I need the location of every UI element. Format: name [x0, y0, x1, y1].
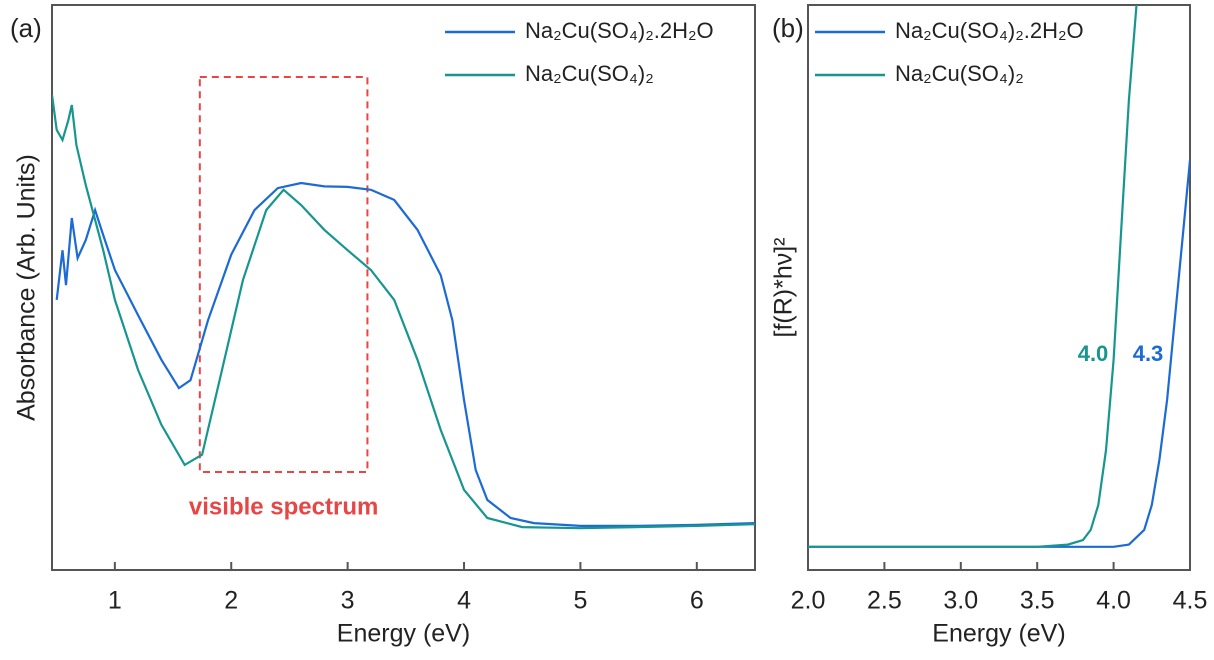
x-tick-label: 3 — [341, 587, 355, 615]
legend-label: Na₂Cu(SO₄)₂ — [525, 61, 654, 86]
annotation: 4.3 — [1133, 341, 1164, 366]
plot-frame — [51, 4, 756, 571]
legend-label: Na₂Cu(SO₄)₂ — [895, 61, 1024, 86]
panel-label: (a) — [10, 13, 42, 43]
x-axis-label: Energy (eV) — [932, 620, 1065, 648]
x-tick-label: 4.5 — [1173, 587, 1208, 615]
series-line — [52, 94, 755, 530]
y-axis-label: [f(R)*hν]² — [770, 238, 798, 338]
x-tick-label: 3.0 — [943, 587, 978, 615]
x-tick-label: 6 — [690, 587, 704, 615]
x-axis-label: Energy (eV) — [337, 620, 470, 648]
series-line — [808, 159, 1190, 548]
highlight-box — [198, 76, 369, 473]
annotation: 4.0 — [1078, 341, 1109, 366]
panel-label: (b) — [772, 13, 804, 43]
x-tick-label: 3.5 — [1020, 587, 1055, 615]
x-tick-label: 2.5 — [867, 587, 902, 615]
x-tick-label: 4 — [457, 587, 471, 615]
series-line — [808, 5, 1138, 548]
plot-frame — [807, 4, 1191, 571]
x-tick-label: 5 — [573, 587, 587, 615]
series-line — [55, 181, 755, 527]
x-tick-label: 2 — [224, 587, 238, 615]
annotation: visible spectrum — [189, 493, 378, 520]
y-axis-label: Absorbance (Arb. Units) — [13, 154, 41, 421]
x-tick-label: 4.0 — [1096, 587, 1131, 615]
legend-label: Na₂Cu(SO₄)₂.2H₂O — [525, 18, 714, 43]
x-tick-label: 1 — [108, 587, 122, 615]
legend-label: Na₂Cu(SO₄)₂.2H₂O — [895, 18, 1084, 43]
x-tick-label: 2.0 — [791, 587, 826, 615]
